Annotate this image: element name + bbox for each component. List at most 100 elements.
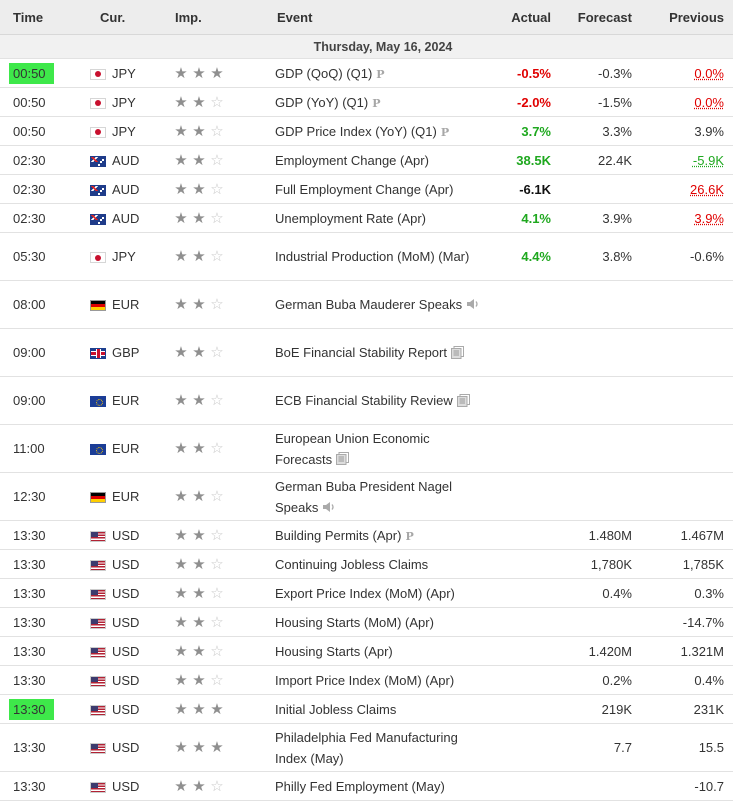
star-filled-icon: ★: [174, 526, 188, 544]
event-name[interactable]: Import Price Index (MoM) (Apr): [275, 672, 455, 688]
header-event[interactable]: Event: [275, 0, 493, 35]
event-row[interactable]: 13:30 USD ★ ★ ☆ Import Price Index (MoM) (…: [0, 665, 733, 695]
star-empty-icon: ☆: [210, 344, 224, 361]
previous-value: 0.4%: [694, 672, 724, 688]
currency-code: AUD: [112, 210, 140, 226]
event-name[interactable]: Housing Starts (MoM) (Apr): [275, 614, 434, 630]
document-icon[interactable]: [336, 452, 350, 468]
event-row[interactable]: 12:30 EUR ★ ★ ☆ German Buba President Nage…: [0, 472, 733, 521]
event-row[interactable]: 00:50 JPY ★ ★ ☆ GDP Price Index (YoY) (Q1)…: [0, 116, 733, 146]
event-row[interactable]: 13:30 USD ★ ★ ☆ Philly Fed Employment (May…: [0, 771, 733, 801]
importance-stars: ★ ★ ☆: [173, 644, 225, 659]
event-row[interactable]: 13:30 USD ★ ★ ☆ Building Permits (Apr) P 1.…: [0, 520, 733, 550]
event-name[interactable]: Philadelphia Fed Manufacturing Index (Ma…: [275, 729, 458, 766]
event-row[interactable]: 13:30 USD ★ ★ ★ Philadelphia Fed Manufactu…: [0, 723, 733, 772]
event-row[interactable]: 09:00 EUR ★ ★ ☆ ECB Financial Stability Re…: [0, 376, 733, 425]
event-row[interactable]: 00:50 JPY ★ ★ ★ GDP (QoQ) (Q1) P -0.5% -0.3…: [0, 58, 733, 88]
star-empty-icon: ☆: [210, 248, 224, 265]
event-name[interactable]: GDP Price Index (YoY) (Q1): [275, 123, 437, 139]
header-importance[interactable]: Imp.: [173, 0, 275, 35]
forecast-value: 219K: [601, 701, 632, 717]
actual-value: 3.7%: [521, 123, 551, 139]
currency-code: EUR: [112, 297, 140, 312]
event-name[interactable]: German Buba Mauderer Speaks: [275, 297, 463, 312]
currency-code: EUR: [112, 489, 140, 504]
event-name[interactable]: Full Employment Change (Apr): [275, 181, 454, 197]
event-name[interactable]: German Buba President Nagel Speaks: [275, 478, 453, 515]
star-filled-icon: ★: [192, 151, 206, 169]
star-empty-icon: ☆: [210, 209, 224, 227]
event-row[interactable]: 05:30 JPY ★ ★ ☆ Industrial Production (MoM…: [0, 232, 733, 281]
event-row[interactable]: 13:30 USD ★ ★ ☆ Continuing Jobless Claims …: [0, 549, 733, 579]
event-time: 13:30: [13, 614, 46, 630]
previous-value: 1.467M: [680, 527, 724, 543]
usa-flag-icon: [90, 588, 106, 600]
document-icon[interactable]: [456, 393, 470, 410]
event-row[interactable]: 13:30 USD ★ ★ ★ Initial Jobless Claims 219…: [0, 694, 733, 724]
eu-flag-icon: [90, 444, 106, 456]
actual-value: 4.4%: [521, 249, 551, 264]
event-row[interactable]: 02:30 AUD ★ ★ ☆ Employment Change (Apr) 38…: [0, 145, 733, 175]
star-empty-icon: ☆: [210, 584, 224, 602]
star-filled-icon: ★: [174, 739, 188, 756]
event-name[interactable]: ECB Financial Stability Review: [275, 393, 453, 408]
star-filled-icon: ★: [192, 248, 206, 265]
speaker-icon[interactable]: [322, 501, 336, 516]
header-currency[interactable]: Cur.: [86, 0, 173, 35]
importance-stars: ★ ★ ☆: [173, 489, 225, 504]
previous-value: -14.7%: [682, 614, 724, 630]
event-row[interactable]: 11:00 EUR ★ ★ ☆ European Union Economic Fo…: [0, 424, 733, 473]
header-actual[interactable]: Actual: [493, 0, 557, 35]
previous-value: 0.0%: [694, 94, 724, 110]
importance-stars: ★ ★ ★: [173, 66, 225, 81]
event-name[interactable]: BoE Financial Stability Report: [275, 345, 447, 360]
star-filled-icon: ★: [192, 671, 206, 689]
event-row[interactable]: 13:30 USD ★ ★ ☆ Housing Starts (Apr) 1.420…: [0, 636, 733, 666]
document-icon[interactable]: [450, 345, 464, 362]
header-forecast[interactable]: Forecast: [557, 0, 638, 35]
event-row[interactable]: 02:30 AUD ★ ★ ☆ Unemployment Rate (Apr) 4.…: [0, 203, 733, 233]
event-time: 02:30: [13, 181, 46, 197]
forecast-value: 1.420M: [588, 643, 632, 659]
speaker-icon[interactable]: [466, 298, 480, 313]
event-name[interactable]: Export Price Index (MoM) (Apr): [275, 585, 455, 601]
event-name[interactable]: European Union Economic Forecasts: [275, 430, 430, 467]
event-name[interactable]: Housing Starts (Apr): [275, 643, 393, 659]
star-filled-icon: ★: [174, 392, 188, 409]
forecast-value: 22.4K: [598, 152, 632, 168]
event-row[interactable]: 08:00 EUR ★ ★ ☆ German Buba Mauderer Speak…: [0, 280, 733, 329]
importance-stars: ★ ★ ☆: [173, 345, 225, 360]
preliminary-badge: P: [372, 96, 381, 110]
event-name[interactable]: Initial Jobless Claims: [275, 701, 397, 717]
importance-stars: ★ ★ ☆: [173, 297, 225, 312]
event-row[interactable]: 09:00 GBP ★ ★ ☆ BoE Financial Stability Re…: [0, 328, 733, 377]
event-name[interactable]: Employment Change (Apr): [275, 152, 429, 168]
event-time: 02:30: [13, 210, 46, 226]
event-name[interactable]: Building Permits (Apr): [275, 527, 402, 543]
event-name[interactable]: Unemployment Rate (Apr): [275, 210, 426, 226]
star-filled-icon: ★: [174, 613, 188, 631]
event-name[interactable]: Philly Fed Employment (May): [275, 778, 445, 794]
event-row[interactable]: 00:50 JPY ★ ★ ☆ GDP (YoY) (Q1) P -2.0% -1.5…: [0, 87, 733, 117]
star-filled-icon: ★: [174, 700, 188, 718]
star-filled-icon: ★: [174, 671, 188, 689]
australia-flag-icon: [90, 213, 106, 225]
event-name[interactable]: Continuing Jobless Claims: [275, 556, 429, 572]
header-time[interactable]: Time: [0, 0, 86, 35]
event-name[interactable]: GDP (QoQ) (Q1): [275, 65, 373, 81]
previous-value: 1,785K: [682, 556, 724, 572]
forecast-value: -1.5%: [598, 94, 632, 110]
event-row[interactable]: 13:30 USD ★ ★ ☆ Housing Starts (MoM) (Apr)…: [0, 607, 733, 637]
event-time: 00:50: [13, 123, 46, 139]
star-empty-icon: ☆: [210, 392, 224, 409]
japan-flag-icon: [90, 126, 106, 138]
previous-value: -10.7: [694, 778, 724, 794]
currency-code: AUD: [112, 152, 140, 168]
importance-stars: ★ ★ ☆: [173, 673, 225, 688]
event-row[interactable]: 13:30 USD ★ ★ ☆ Export Price Index (MoM) (…: [0, 578, 733, 608]
event-name[interactable]: GDP (YoY) (Q1): [275, 94, 369, 110]
currency-code: JPY: [112, 94, 136, 110]
event-row[interactable]: 02:30 AUD ★ ★ ☆ Full Employment Change (Ap…: [0, 174, 733, 204]
event-name[interactable]: Industrial Production (MoM) (Mar): [275, 249, 470, 264]
header-previous[interactable]: Previous: [638, 0, 733, 35]
